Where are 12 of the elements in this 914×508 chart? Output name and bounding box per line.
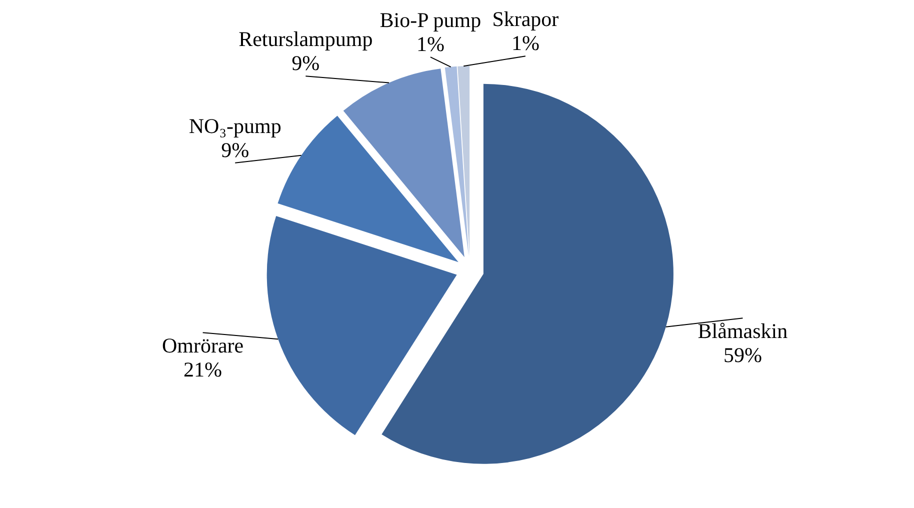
data-label: 9% bbox=[221, 138, 250, 162]
slice-label: Omrörare bbox=[162, 334, 244, 358]
slice-label: Skrapor bbox=[492, 7, 559, 32]
slice-label: Bio-P pump bbox=[380, 8, 482, 32]
data-label: 1% bbox=[416, 32, 444, 56]
data-label: 9% bbox=[292, 51, 320, 76]
data-label: 21% bbox=[184, 358, 222, 382]
slice-label: Returslampump bbox=[238, 27, 373, 52]
slice-label: NO₃-pump bbox=[188, 114, 282, 138]
data-label: 1% bbox=[511, 31, 540, 56]
data-label: 59% bbox=[723, 343, 762, 368]
slice-label: Blåmaskin bbox=[698, 319, 788, 344]
